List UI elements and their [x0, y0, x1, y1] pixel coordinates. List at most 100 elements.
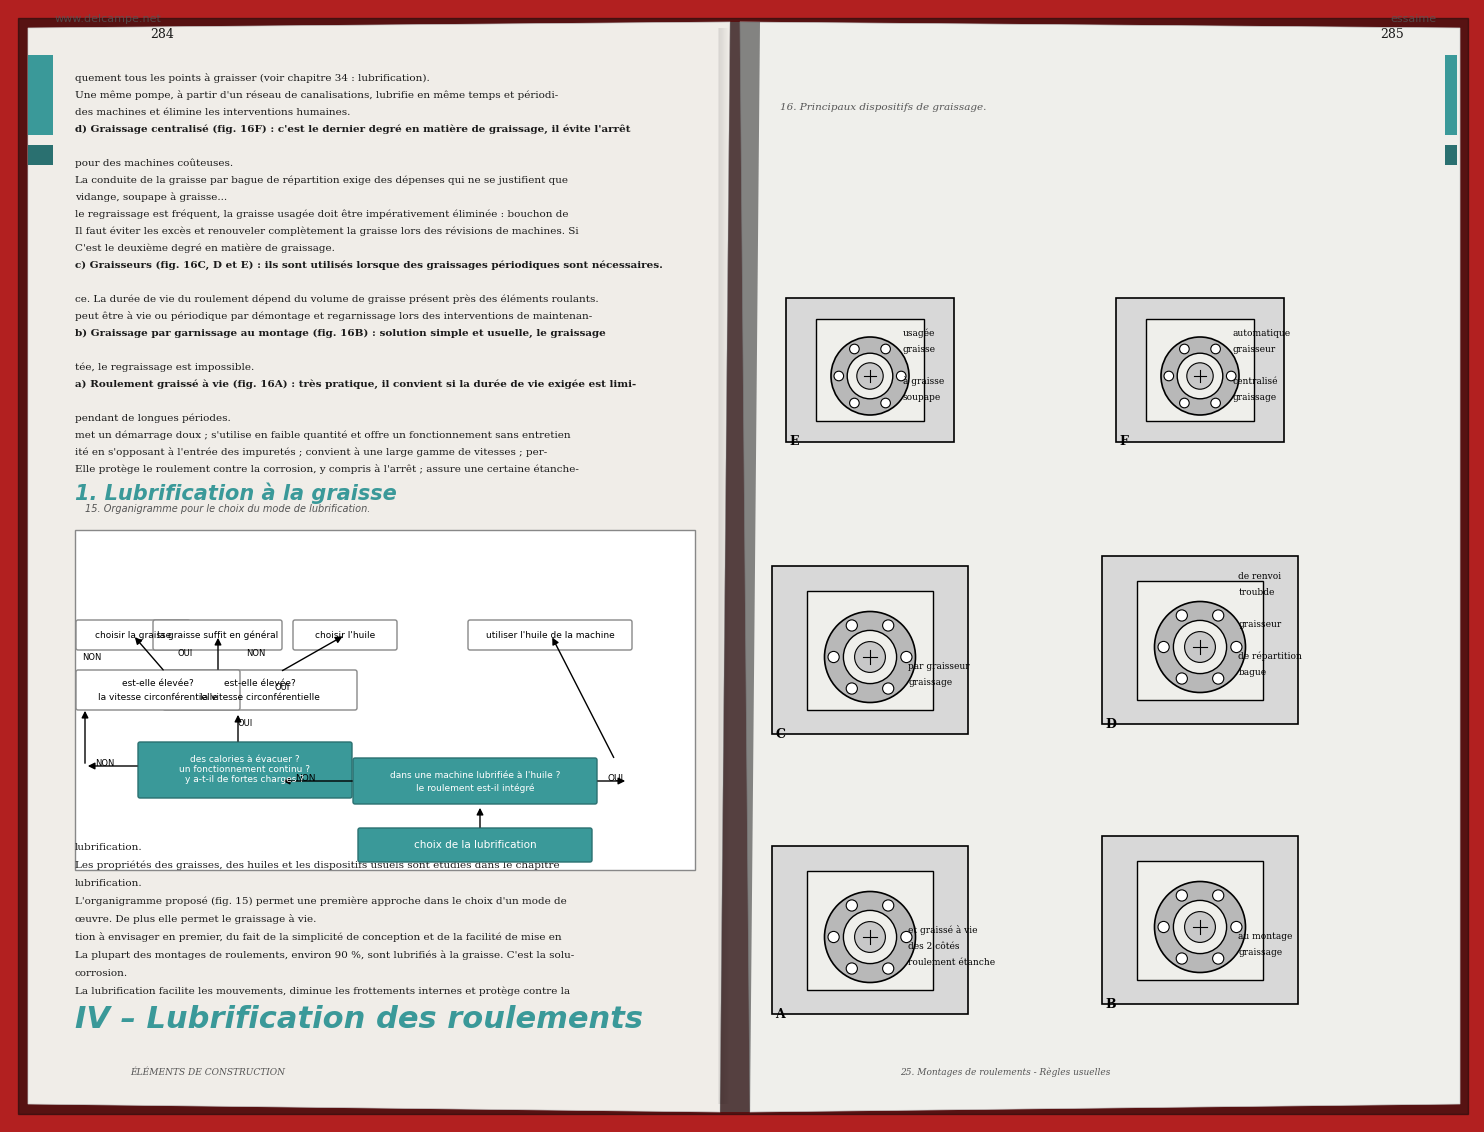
Text: Elle protège le roulement contre la corrosion, y compris à l'arrêt ; assure une : Elle protège le roulement contre la corr…: [76, 464, 579, 474]
FancyBboxPatch shape: [138, 741, 352, 798]
Text: choix de la lubrification: choix de la lubrification: [414, 840, 536, 850]
Text: OUI: OUI: [237, 719, 254, 728]
Text: au montage: au montage: [1239, 932, 1293, 941]
Text: C: C: [776, 728, 785, 740]
Circle shape: [1180, 398, 1189, 408]
Text: essaime: essaime: [1391, 14, 1437, 24]
Text: d) Graissage centralisé (fig. 16F) : c'est le dernier degré en matière de graiss: d) Graissage centralisé (fig. 16F) : c'e…: [76, 125, 631, 134]
Text: La lubrification facilite les mouvements, diminue les frottements internes et pr: La lubrification facilite les mouvements…: [76, 986, 570, 996]
Circle shape: [1177, 610, 1187, 621]
Text: F: F: [1119, 435, 1128, 448]
Circle shape: [831, 337, 910, 415]
Bar: [1137, 860, 1263, 979]
Circle shape: [850, 344, 859, 354]
Text: tée, le regraissage est impossible.: tée, le regraissage est impossible.: [76, 362, 254, 372]
Circle shape: [855, 642, 886, 672]
Text: ité en s'opposant à l'entrée des impuretés ; convient à une large gamme de vites: ité en s'opposant à l'entrée des impuret…: [76, 447, 548, 457]
Text: 1. Lubrification à la graisse: 1. Lubrification à la graisse: [76, 482, 396, 504]
Text: 15. Organigramme pour le choix du mode de lubrification.: 15. Organigramme pour le choix du mode d…: [85, 504, 371, 514]
Bar: [28, 145, 53, 165]
Circle shape: [1212, 953, 1224, 964]
Circle shape: [825, 892, 916, 983]
Bar: [1445, 55, 1457, 135]
Bar: [1137, 581, 1263, 700]
Circle shape: [1226, 371, 1236, 380]
Bar: [787, 298, 954, 441]
Text: met un démarrage doux ; s'utilise en faible quantité et offre un fonctionnement : met un démarrage doux ; s'utilise en fai…: [76, 430, 571, 440]
Text: ÉLÉMENTS DE CONSTRUCTION: ÉLÉMENTS DE CONSTRUCTION: [131, 1067, 285, 1077]
Text: à graisse: à graisse: [902, 376, 944, 386]
Text: la vitesse circonférentielle: la vitesse circonférentielle: [98, 694, 218, 703]
Bar: [720, 28, 721, 1104]
Circle shape: [846, 963, 858, 975]
Circle shape: [1180, 344, 1189, 354]
Text: bague: bague: [1239, 668, 1267, 677]
Text: de répartition: de répartition: [1239, 652, 1303, 661]
Circle shape: [843, 631, 896, 684]
Circle shape: [883, 900, 893, 911]
Text: c) Graisseurs (fig. 16C, D et E) : ils sont utilisés lorsque des graissages péri: c) Graisseurs (fig. 16C, D et E) : ils s…: [76, 260, 663, 271]
Circle shape: [1158, 921, 1169, 933]
Circle shape: [856, 362, 883, 389]
Text: automatique: automatique: [1233, 329, 1291, 338]
Text: le roulement est-il intégré: le roulement est-il intégré: [416, 783, 534, 792]
Circle shape: [883, 963, 893, 975]
Text: graisseur: graisseur: [1239, 620, 1282, 629]
Polygon shape: [741, 22, 1460, 1112]
Text: NON: NON: [82, 653, 101, 662]
Text: B: B: [1106, 997, 1116, 1011]
FancyBboxPatch shape: [292, 620, 398, 650]
Circle shape: [1211, 398, 1220, 408]
Circle shape: [1158, 642, 1169, 653]
Text: est-elle élevée?: est-elle élevée?: [224, 679, 295, 688]
FancyBboxPatch shape: [358, 827, 592, 861]
Text: La conduite de la graisse par bague de répartition exige des dépenses qui ne se : La conduite de la graisse par bague de r…: [76, 175, 568, 185]
FancyBboxPatch shape: [76, 670, 240, 710]
FancyBboxPatch shape: [76, 620, 190, 650]
Text: graisseur: graisseur: [1233, 345, 1276, 354]
Bar: [807, 871, 933, 989]
Circle shape: [846, 620, 858, 631]
Circle shape: [825, 611, 916, 703]
Text: IV – Lubrification des roulements: IV – Lubrification des roulements: [76, 1005, 643, 1034]
FancyBboxPatch shape: [467, 620, 632, 650]
Bar: [1103, 556, 1298, 724]
Circle shape: [883, 683, 893, 694]
Text: OUI: OUI: [178, 649, 193, 658]
Circle shape: [843, 910, 896, 963]
Bar: [816, 319, 925, 421]
Bar: [772, 566, 968, 734]
Circle shape: [1184, 632, 1215, 662]
Text: A: A: [776, 1007, 785, 1021]
Text: usagée: usagée: [902, 328, 935, 338]
Text: et graissé à vie: et graissé à vie: [908, 925, 978, 935]
Text: peut être à vie ou périodique par démontage et regarnissage lors des interventio: peut être à vie ou périodique par démont…: [76, 311, 592, 321]
FancyBboxPatch shape: [163, 670, 358, 710]
Circle shape: [1212, 610, 1224, 621]
Text: C'est le deuxième degré en matière de graissage.: C'est le deuxième degré en matière de gr…: [76, 243, 335, 252]
Circle shape: [1230, 642, 1242, 653]
Circle shape: [846, 683, 858, 694]
Circle shape: [850, 398, 859, 408]
Circle shape: [847, 353, 893, 398]
Text: de renvoi: de renvoi: [1239, 572, 1282, 581]
Text: OUI: OUI: [275, 683, 291, 692]
Text: le regraissage est fréquent, la graisse usagée doit être impérativement éliminée: le regraissage est fréquent, la graisse …: [76, 209, 568, 218]
Text: vidange, soupape à graisse...: vidange, soupape à graisse...: [76, 192, 227, 201]
Text: des machines et élimine les interventions humaines.: des machines et élimine les intervention…: [76, 108, 350, 117]
Text: dans une machine lubrifiée à l'huile ?: dans une machine lubrifiée à l'huile ?: [390, 772, 559, 780]
Circle shape: [896, 371, 907, 380]
Text: Les propriétés des graisses, des huiles et les dispositifs usuels sont étudiés d: Les propriétés des graisses, des huiles …: [76, 860, 559, 871]
Bar: [1103, 837, 1298, 1004]
Text: choisir l'huile: choisir l'huile: [315, 631, 375, 640]
Text: NON: NON: [246, 649, 266, 658]
Circle shape: [1211, 344, 1220, 354]
Text: pendant de longues périodes.: pendant de longues périodes.: [76, 413, 230, 423]
Text: Il faut éviter les excès et renouveler complètement la graisse lors des révision: Il faut éviter les excès et renouveler c…: [76, 226, 579, 235]
Text: choisir la graisse: choisir la graisse: [95, 631, 171, 640]
Circle shape: [1177, 890, 1187, 901]
Text: pour des machines coûteuses.: pour des machines coûteuses.: [76, 158, 233, 168]
Text: b) Graissage par garnissage au montage (fig. 16B) : solution simple et usuelle, : b) Graissage par garnissage au montage (…: [76, 329, 605, 338]
Text: Une même pompe, à partir d'un réseau de canalisations, lubrifie en même temps et: Une même pompe, à partir d'un réseau de …: [76, 91, 558, 100]
Bar: [76, 530, 695, 871]
